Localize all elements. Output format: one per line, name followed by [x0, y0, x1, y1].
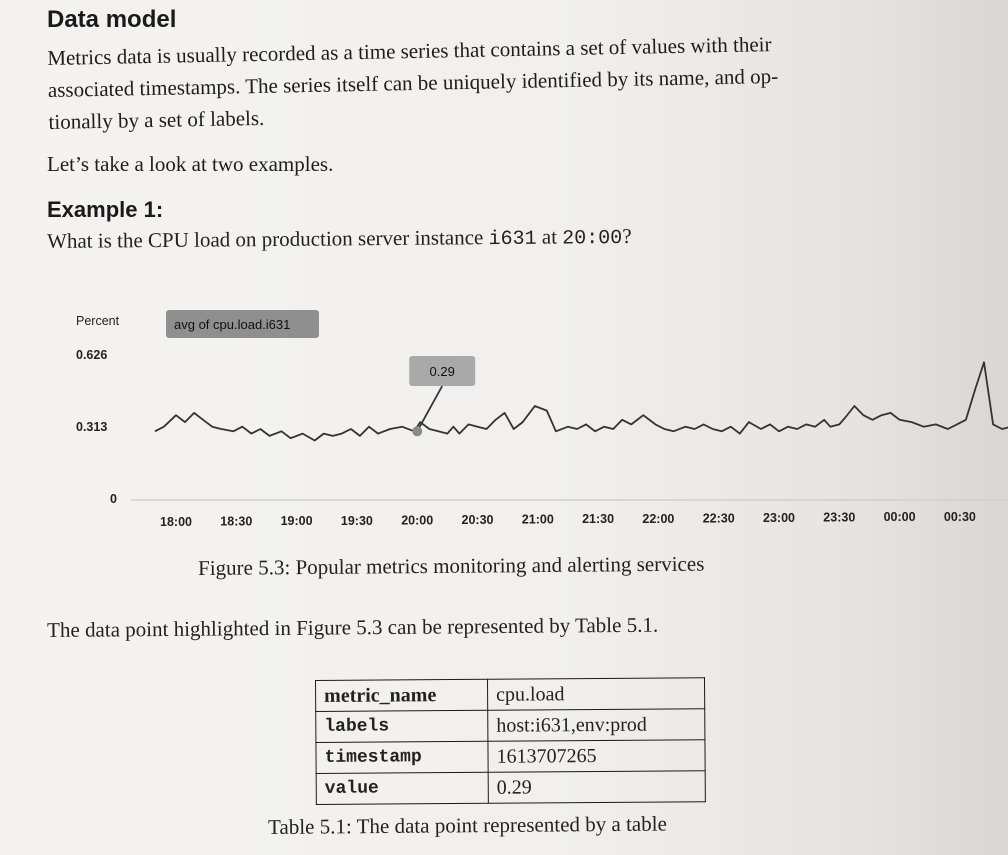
table-value-cell: 0.29 [488, 770, 706, 804]
table-value-cell: host:i631,env:prod [487, 708, 705, 742]
x-tick-label: 19:30 [341, 514, 373, 528]
example-question: What is the CPU load on production serve… [47, 224, 632, 255]
table-row: labels host:i631,env:prod [315, 708, 705, 743]
table-value-cell: 1613707265 [487, 739, 706, 773]
table-row: timestamp 1613707265 [315, 739, 706, 774]
x-tick-label: 20:00 [401, 513, 433, 527]
x-tick-label: 18:30 [220, 515, 252, 529]
question-text: What is the CPU load on production serve… [47, 225, 489, 253]
series-line-cpu-load [154, 361, 1008, 442]
question-text: ? [622, 223, 632, 248]
data-point-table: metric_name cpu.load labels host:i631,env:p… [315, 677, 706, 805]
x-tick-label: 22:00 [642, 512, 674, 526]
question-text: at [536, 224, 563, 249]
x-tick-label: 19:00 [281, 514, 313, 528]
example-heading: Example 1: [47, 197, 164, 222]
table-caption: Table 5.1: The data point represented by… [268, 811, 667, 839]
figure-caption: Figure 5.3: Popular metrics monitoring a… [198, 551, 705, 580]
legend-label: avg of cpu.load.i631 [174, 317, 290, 332]
table-row: metric_name cpu.load [315, 677, 705, 712]
highlight-point [412, 426, 423, 437]
y-tick-label: 0.626 [76, 348, 107, 362]
x-tick-label: 18:00 [160, 515, 192, 529]
table-value-cell: cpu.load [487, 677, 705, 711]
x-tick-label: 22:30 [703, 511, 735, 525]
cpu-load-chart: Percent avg of cpu.load.i631 0.626 0.313 0… [76, 310, 1008, 529]
x-tick-label: 00:30 [944, 510, 976, 524]
x-tick-label: 20:30 [462, 513, 494, 527]
instance-code: i631 [488, 227, 537, 252]
x-tick-label: 23:00 [763, 511, 795, 525]
highlight-tooltip [409, 356, 476, 386]
x-tick-label: 23:30 [823, 511, 855, 525]
x-tick-label: 21:30 [582, 512, 614, 526]
table-row: value 0.29 [316, 770, 706, 805]
table-key-cell: labels [315, 710, 488, 743]
highlight-value-label: 0.29 [430, 364, 455, 379]
table-key-cell: metric_name [315, 679, 488, 712]
x-tick-label: 00:00 [884, 510, 916, 524]
section-heading: Data model [47, 6, 177, 33]
y-tick-label: 0 [110, 492, 117, 506]
y-tick-label: 0.313 [76, 420, 107, 434]
table-key-cell: value [316, 772, 489, 805]
x-tick-label: 21:00 [522, 513, 554, 527]
table-key-cell: timestamp [315, 741, 489, 774]
legend-box [166, 310, 319, 338]
highlight-connector [416, 385, 443, 432]
y-axis-label: Percent [76, 314, 120, 328]
intro-paragraph: Metrics data is usually recorded as a ti… [47, 24, 979, 138]
table-intro-sentence: The data point highlighted in Figure 5.3… [47, 612, 659, 642]
examples-paragraph: Let’s take a look at two examples. [47, 152, 334, 176]
time-code: 20:00 [562, 226, 623, 251]
